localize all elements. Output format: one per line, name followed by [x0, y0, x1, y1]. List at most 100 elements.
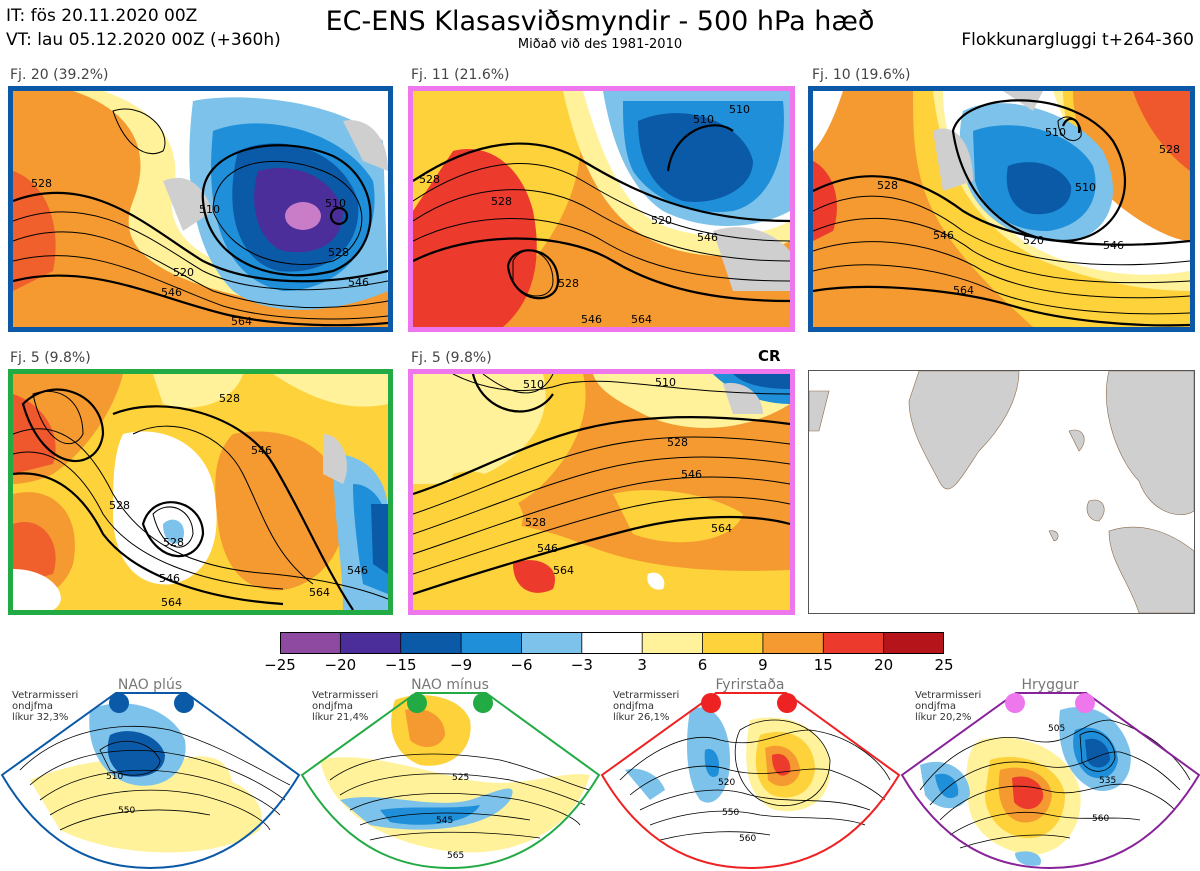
contour-label: 564 [161, 596, 182, 609]
colorbar [280, 632, 944, 654]
contour-label: 520 [651, 214, 672, 227]
valid-time: VT: lau 05.12.2020 00Z (+360h) [6, 30, 281, 50]
regime-ridge: 505 535 560 [900, 692, 1200, 870]
contour-label: 510 [729, 103, 750, 116]
colorbar-cell [762, 632, 825, 654]
colorbar-tick-label: −3 [570, 656, 593, 674]
contour-label: 528 [877, 179, 898, 192]
colorbar-tick-label: 20 [874, 656, 894, 674]
contour-label: 564 [309, 586, 330, 599]
colorbar-cell [521, 632, 583, 654]
cluster-label-4: Fj. 5 (9.8%) [10, 350, 91, 366]
regime-title-nao-plus: NAO plús [117, 677, 183, 693]
contour-label: 550 [118, 806, 135, 816]
contour-label: 510 [523, 378, 544, 391]
contour-label: 546 [681, 468, 702, 481]
contour-label: 528 [31, 177, 52, 190]
contour-label: 565 [447, 851, 464, 861]
contour-label: 564 [631, 313, 652, 326]
contour-label: 546 [347, 564, 368, 577]
cluster-map-1: 510 510 528 520 546 528 546 564 [8, 86, 393, 332]
colorbar-cell [641, 632, 704, 654]
colorbar-cell [822, 632, 885, 654]
contour-label: 546 [581, 313, 602, 326]
contour-label: 528 [219, 392, 240, 405]
contour-label: 510 [655, 376, 676, 389]
cluster-map-2: 510 510 528 528 520 546 546 564 528 [408, 86, 795, 332]
regime-dot [109, 693, 129, 713]
regime-note-nao-plus: Vetrarmisseri ondjfma líkur 32,3% [12, 690, 79, 723]
regime-title-ridge: Hryggur [1021, 677, 1079, 693]
contour-label: 550 [722, 808, 739, 818]
contour-label: 528 [109, 499, 130, 512]
contour-label: 546 [159, 572, 180, 585]
contour-label: 528 [163, 536, 184, 549]
contour-label: 546 [537, 542, 558, 555]
base-map [808, 370, 1195, 614]
contour-label: 546 [1103, 239, 1124, 252]
regime-blocking: 520 550 560 [600, 692, 901, 870]
regime-dot [777, 693, 797, 713]
contour-label: 510 [325, 197, 346, 210]
cluster-map-5: 510 510 528 546 528 564 546 564 [408, 369, 795, 615]
colorbar-tick-label: −15 [384, 656, 417, 674]
contour-label: 546 [251, 444, 272, 457]
regime-dot [701, 693, 721, 713]
regime-panels: 510 550 525 545 565 [0, 692, 1200, 870]
contour-label: 528 [328, 246, 349, 259]
contour-label: 510 [693, 113, 714, 126]
regime-note-ridge: Vetrarmisseri ondjfma líkur 20,2% [915, 690, 982, 723]
contour-label: 505 [1048, 724, 1065, 734]
cluster-map-4: 528 546 528 528 546 546 564 564 [8, 369, 393, 615]
contour-label: 528 [491, 195, 512, 208]
contour-label: 560 [1092, 814, 1109, 824]
regime-nao-minus: 525 545 565 [300, 692, 601, 870]
colorbar-cell [460, 632, 523, 654]
colorbar-tick-label: 9 [758, 656, 768, 674]
regime-note-nao-minus: Vetrarmisseri ondjfma líkur 21,4% [312, 690, 379, 723]
contour-label: 528 [525, 516, 546, 529]
contour-label: 520 [718, 778, 735, 788]
contour-label: 546 [161, 286, 182, 299]
contour-label: 564 [231, 315, 252, 327]
contour-label: 528 [1159, 143, 1180, 156]
colorbar-cell [280, 632, 342, 654]
colorbar-tick-label: −20 [324, 656, 357, 674]
contour-label: 546 [697, 231, 718, 244]
regime-nao-plus: 510 550 [0, 692, 301, 870]
contour-label: 546 [933, 229, 954, 242]
page-title: EC-ENS Klasasviðsmyndir - 500 hPa hæð [325, 6, 875, 37]
contour-label: 564 [711, 522, 732, 535]
contour-label: 564 [953, 284, 974, 297]
contour-label: 510 [1075, 181, 1096, 194]
contour-label: 535 [1099, 776, 1116, 786]
contour-label: 510 [199, 203, 220, 216]
colorbar-cell [581, 632, 644, 654]
colorbar-cell [883, 632, 944, 654]
colorbar-tick-label: 6 [697, 656, 708, 674]
regime-dot [407, 693, 427, 713]
colorbar-cell [400, 632, 462, 654]
colorbar-tick-label: −6 [510, 656, 533, 674]
contour-label: 520 [173, 266, 194, 279]
colorbar-tick-label: 25 [934, 656, 954, 674]
contour-label: 545 [436, 816, 453, 826]
initial-time: IT: fös 20.11.2020 00Z [6, 6, 198, 26]
contour-label: 564 [553, 564, 574, 577]
cluster-label-3: Fj. 10 (19.6%) [812, 67, 911, 83]
cluster-map-3: 510 528 528 510 546 520 546 564 [808, 86, 1195, 332]
cr-label: CR [758, 347, 781, 365]
cluster-label-2: Fj. 11 (21.6%) [411, 67, 510, 83]
contour-label: 510 [106, 772, 123, 782]
regime-dot [1005, 693, 1025, 713]
contour-label: 525 [452, 773, 469, 783]
contour-label: 546 [348, 276, 369, 289]
colorbar-tick-label: 3 [637, 656, 647, 674]
regime-dot [174, 693, 194, 713]
contour-label: 528 [419, 173, 440, 186]
page-subtitle: Miðað við des 1981-2010 [517, 37, 683, 52]
colorbar-cell [702, 632, 764, 654]
header-times: IT: fös 20.11.2020 00Z VT: lau 05.12.202… [6, 4, 281, 52]
colorbar-tick-label: −25 [264, 656, 296, 674]
colorbar-cell [339, 632, 402, 654]
